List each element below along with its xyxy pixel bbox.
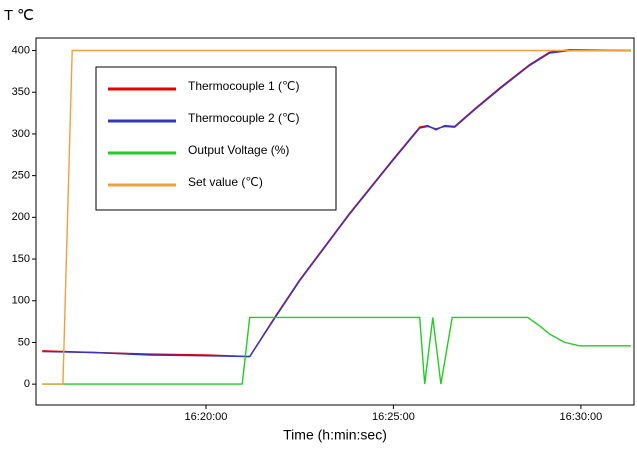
legend-label: Output Voltage (%) [188, 143, 289, 157]
y-tick-label: 300 [12, 128, 30, 140]
x-tick-label: 16:25:00 [372, 411, 415, 423]
plot-area [35, 37, 635, 406]
y-tick-label: 400 [12, 44, 30, 56]
y-tick-label: 350 [12, 86, 30, 98]
y-tick-label: 50 [18, 336, 30, 348]
legend: Thermocouple 1 (℃) Thermocouple 2 (℃) Outp… [95, 66, 337, 211]
legend-label: Thermocouple 1 (℃) [188, 79, 300, 93]
y-axis-label: T ℃ [4, 7, 34, 24]
y-tick-label: 150 [12, 253, 30, 265]
y-tick-label: 250 [12, 170, 30, 182]
y-tick-label: 100 [12, 295, 30, 307]
x-axis-label: Time (h:min:sec) [283, 427, 387, 443]
legend-label: Thermocouple 2 (℃) [188, 111, 300, 125]
x-tick-label: 16:20:00 [185, 411, 228, 423]
y-tick-label: 0 [24, 378, 30, 390]
legend-label: Set value (℃) [188, 175, 263, 189]
series-line [42, 316, 631, 385]
series-line [42, 49, 631, 358]
x-tick-label: 16:30:00 [559, 411, 602, 423]
series-line [42, 49, 631, 385]
y-tick-label: 200 [12, 211, 30, 223]
